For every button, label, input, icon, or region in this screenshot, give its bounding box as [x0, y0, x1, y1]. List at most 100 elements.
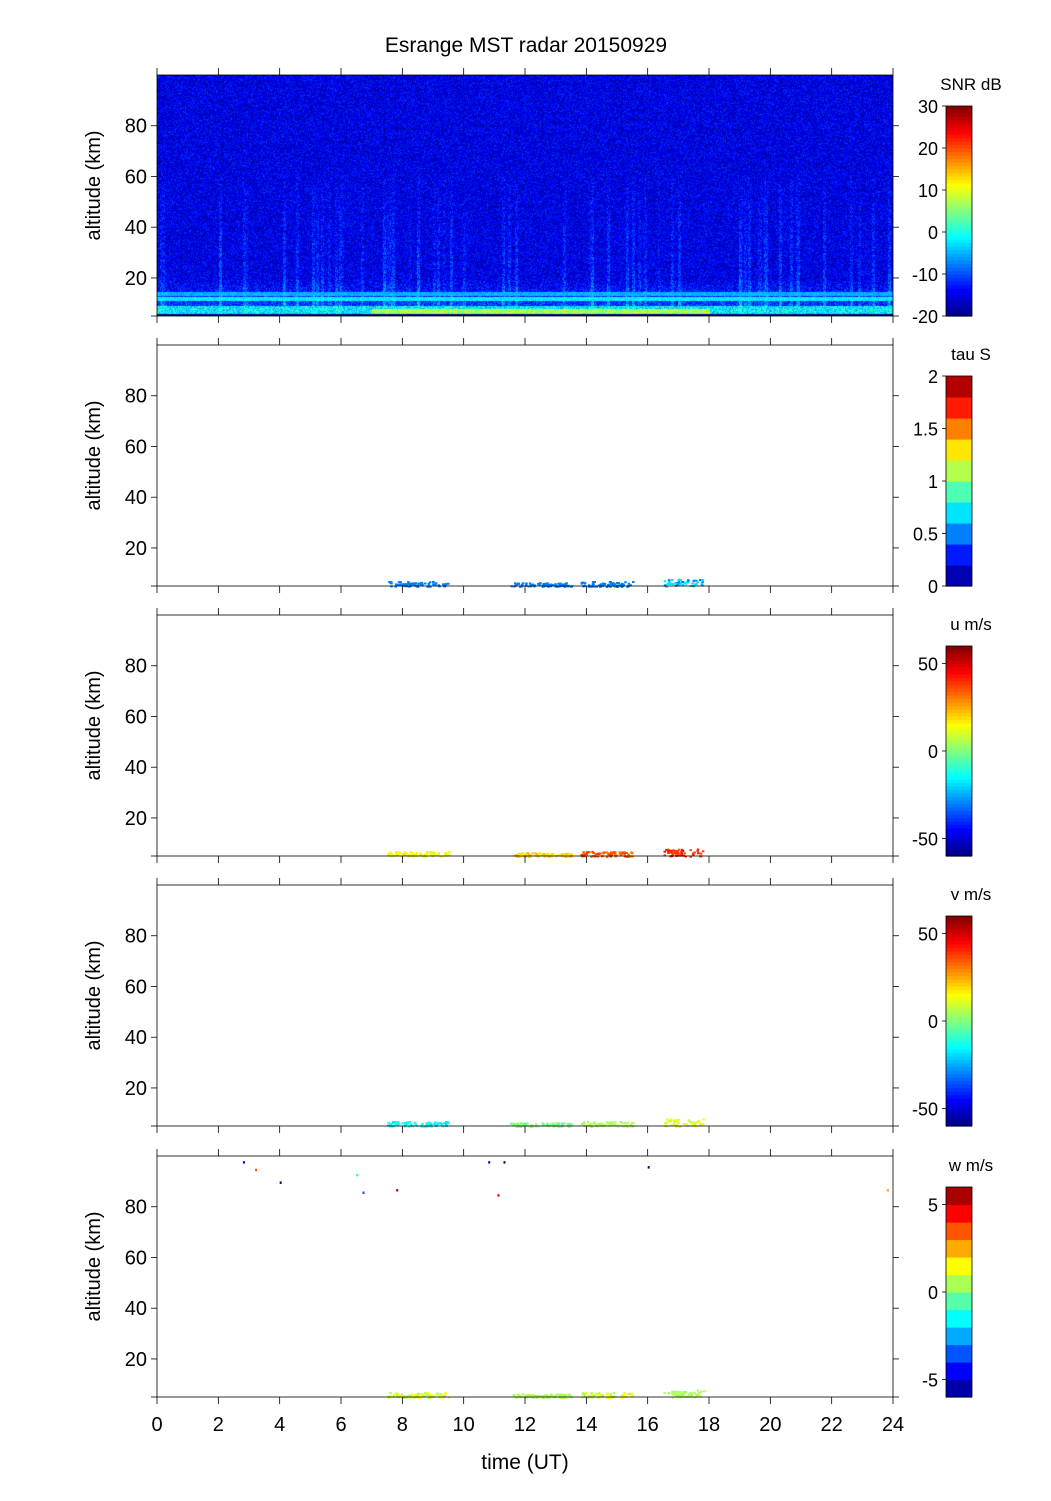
colorbar-swatch: [946, 228, 972, 233]
colorbar-swatch: [946, 130, 972, 135]
data-point: [624, 581, 627, 584]
data-point: [497, 1194, 500, 1197]
data-point: [689, 855, 692, 858]
colorbar-swatch: [946, 1000, 972, 1005]
data-point: [389, 851, 392, 854]
x-tick-label: 10: [453, 1414, 475, 1436]
data-point: [596, 855, 600, 858]
data-point: [525, 1396, 528, 1399]
data-point: [279, 1181, 282, 1184]
data-point: [533, 584, 537, 587]
data-point: [515, 583, 518, 586]
data-point: [558, 1396, 561, 1399]
data-point: [442, 583, 445, 586]
colorbar-swatch: [946, 418, 972, 440]
colorbar-swatch: [946, 810, 972, 815]
data-point: [548, 854, 551, 856]
colorbar-swatch: [946, 944, 972, 949]
data-point: [517, 1394, 521, 1397]
data-point: [413, 1396, 416, 1399]
data-point: [701, 850, 705, 853]
data-point: [590, 1394, 593, 1397]
data-point: [676, 584, 679, 587]
data-point: [446, 852, 450, 855]
data-point: [447, 1396, 451, 1399]
colorbar-swatch: [946, 814, 972, 819]
data-point: [616, 584, 620, 587]
data-point: [416, 585, 420, 588]
colorbar-tick-label: 0: [928, 223, 938, 243]
data-point: [702, 1118, 705, 1121]
y-tick-label: 40: [125, 1027, 147, 1049]
data-point: [590, 1122, 593, 1125]
colorbar-swatch: [946, 965, 972, 970]
colorbar-swatch: [946, 1091, 972, 1096]
data-point: [514, 1123, 517, 1126]
data-point: [395, 583, 398, 586]
colorbar-swatch: [946, 204, 972, 209]
data-point: [539, 582, 542, 585]
data-point: [564, 583, 567, 586]
colorbar-swatch: [946, 824, 972, 829]
data-point: [394, 1121, 397, 1123]
data-point: [684, 855, 687, 858]
data-point: [442, 1122, 446, 1125]
data-point: [604, 851, 608, 854]
data-point: [427, 1125, 430, 1128]
colorbar-tick-label: 30: [918, 97, 938, 117]
data-point: [523, 1122, 526, 1125]
data-point: [582, 1123, 586, 1126]
data-point: [436, 854, 440, 857]
data-point: [430, 1123, 433, 1126]
data-point: [419, 582, 423, 585]
colorbar-swatch: [946, 1094, 972, 1099]
data-point: [421, 584, 424, 587]
data-point: [428, 581, 432, 584]
data-point: [448, 851, 451, 854]
data-point: [605, 1121, 609, 1124]
colorbar-swatch: [946, 1122, 972, 1127]
data-point: [390, 585, 393, 588]
data-point: [548, 583, 551, 586]
data-point: [684, 1391, 688, 1393]
x-tick-label: 24: [882, 1414, 904, 1436]
colorbar-tick-label: 1: [928, 472, 938, 492]
data-point: [431, 851, 435, 854]
colorbar-swatch: [946, 376, 972, 398]
data-point: [610, 853, 613, 856]
colorbar-swatch: [946, 214, 972, 219]
data-point: [607, 853, 610, 856]
data-point: [547, 1395, 550, 1398]
data-point: [407, 581, 410, 584]
colorbar-swatch: [946, 1187, 972, 1206]
data-point: [444, 1392, 448, 1395]
data-point: [582, 585, 585, 588]
data-point: [666, 582, 669, 585]
colorbar-swatch: [946, 916, 972, 921]
y-tick-label: 80: [125, 656, 147, 678]
colorbar-swatch: [946, 172, 972, 177]
data-point: [429, 1394, 433, 1397]
data-point: [624, 855, 627, 858]
data-point: [679, 578, 683, 581]
data-point: [533, 1395, 537, 1398]
colorbar-swatch: [946, 1112, 972, 1117]
data-point: [524, 1123, 528, 1126]
colorbar-swatch: [946, 1031, 972, 1036]
data-point: [691, 852, 695, 855]
data-point: [531, 852, 535, 855]
data-point: [551, 1122, 554, 1125]
data-point: [557, 1123, 561, 1126]
data-point: [405, 854, 408, 857]
data-point: [401, 1122, 404, 1125]
data-point: [444, 583, 448, 586]
data-point: [628, 1392, 631, 1395]
colorbar-swatch: [946, 723, 972, 728]
data-point: [677, 1394, 681, 1397]
data-point: [685, 1123, 688, 1126]
colorbar-swatch: [946, 947, 972, 952]
colorbar-swatch: [946, 730, 972, 735]
data-point: [673, 851, 677, 854]
data-point: [588, 851, 591, 854]
y-tick-label: 60: [125, 436, 147, 458]
